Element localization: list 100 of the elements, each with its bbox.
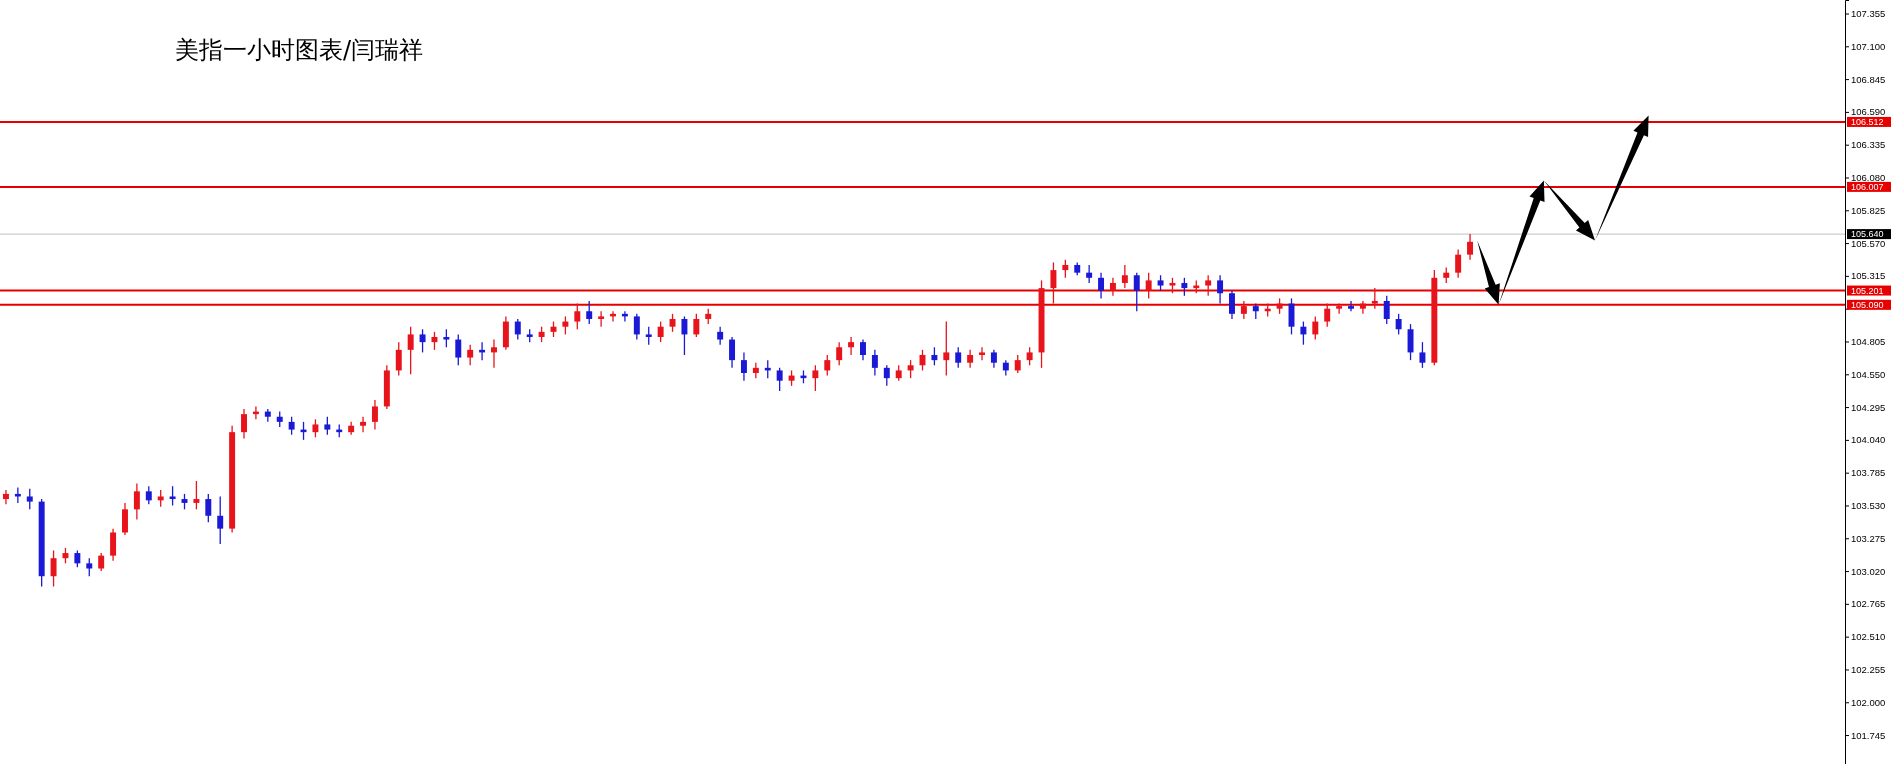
candlestick — [419, 328, 426, 354]
candlestick — [1145, 272, 1152, 300]
y-tick-label: 104.295 — [1851, 401, 1886, 413]
candlestick — [2, 489, 9, 505]
candlestick — [717, 326, 724, 346]
y-tick-label: 103.785 — [1851, 467, 1886, 479]
candlestick — [455, 333, 462, 366]
candlestick — [1371, 287, 1378, 310]
candlestick — [1359, 300, 1366, 315]
candlestick — [288, 416, 295, 436]
candlestick — [967, 349, 974, 369]
candlestick — [110, 527, 117, 562]
candlestick — [1395, 313, 1402, 336]
y-tick-label: 106.845 — [1851, 73, 1886, 85]
y-tick-label: 104.805 — [1851, 336, 1886, 348]
text: 美指一小时图表/闫瑞祥 — [175, 36, 424, 64]
candlestick — [1217, 274, 1224, 305]
ref-line-label: 105.640 — [1851, 229, 1884, 240]
candlestick — [729, 336, 736, 369]
candlestick — [1300, 320, 1307, 346]
candlestick — [752, 362, 759, 379]
candlestick — [1312, 315, 1319, 341]
candlestick — [669, 313, 676, 333]
candlestick — [681, 315, 688, 356]
y-tick-label: 107.100 — [1851, 40, 1886, 52]
candlestick — [907, 359, 914, 379]
candlestick — [467, 344, 474, 366]
y-tick-label: 101.745 — [1851, 729, 1886, 741]
y-tick-label: 102.000 — [1851, 696, 1886, 708]
y-tick-label: 102.765 — [1851, 598, 1886, 610]
candlestick — [657, 320, 664, 343]
y-tick-label: 102.510 — [1851, 631, 1886, 643]
candlestick — [1336, 302, 1343, 315]
candlestick — [812, 364, 819, 392]
candlestick — [776, 367, 783, 392]
candlestick — [955, 346, 962, 369]
candlestick — [836, 341, 843, 366]
candlestick — [1014, 354, 1021, 374]
candlestick — [1026, 346, 1033, 366]
y-tick-label: 106.335 — [1851, 139, 1886, 151]
y-tick-label: 107.355 — [1851, 8, 1886, 20]
candlestick — [586, 300, 593, 325]
candlestick — [431, 331, 438, 351]
ref-line-label: 106.512 — [1851, 117, 1884, 128]
candlestick — [1229, 290, 1235, 320]
candlestick — [1419, 341, 1426, 369]
candlestick — [133, 482, 140, 521]
y-tick-label: 103.530 — [1851, 500, 1886, 512]
candlestick — [1050, 261, 1057, 305]
candlestick — [360, 416, 367, 433]
ref-line-label: 105.201 — [1851, 285, 1884, 296]
candlestick — [1467, 233, 1474, 261]
candlestick — [824, 354, 831, 377]
candlestick — [395, 341, 402, 377]
candlestick — [1455, 248, 1462, 279]
y-tick-label: 104.040 — [1851, 434, 1886, 446]
y-tick-label: 105.825 — [1851, 204, 1886, 216]
y-tick-label: 103.020 — [1851, 565, 1886, 577]
candlestick — [633, 313, 640, 341]
candlestick — [1205, 274, 1212, 297]
y-tick-label: 102.255 — [1851, 664, 1886, 675]
y-tick-label: 105.570 — [1851, 237, 1886, 249]
candlestick — [860, 338, 866, 361]
candlestick — [217, 495, 224, 545]
candlestick — [169, 485, 176, 507]
candlestick — [145, 485, 152, 505]
y-tick-label: 105.315 — [1851, 270, 1886, 282]
candlestick — [1181, 277, 1188, 297]
y-tick-label: 104.550 — [1851, 368, 1886, 380]
candlestick — [943, 320, 950, 377]
candlestick — [1098, 272, 1105, 300]
ref-line-label: 106.007 — [1851, 182, 1884, 193]
candlestick — [1348, 300, 1354, 312]
candlestick — [1133, 272, 1140, 312]
candlestick — [371, 399, 378, 431]
candlestick — [205, 493, 212, 523]
candlestick — [931, 346, 938, 366]
candlestick — [1324, 302, 1331, 328]
candlestick — [598, 310, 605, 328]
candlestick — [645, 326, 652, 346]
candlestick — [562, 315, 569, 336]
ref-line-label: 105.090 — [1851, 300, 1884, 311]
candlestick — [574, 302, 581, 330]
candlestick — [883, 364, 890, 387]
candlestick — [1109, 277, 1116, 297]
y-tick-label: 103.275 — [1851, 532, 1886, 544]
candlestick — [491, 338, 497, 369]
candlestick — [193, 480, 200, 510]
candlestick — [50, 549, 57, 588]
candlestick — [26, 488, 33, 510]
candlestick — [241, 408, 247, 440]
y-tick-label: 106.590 — [1851, 106, 1886, 118]
candlestick — [871, 349, 878, 377]
y-tick-label: 106.080 — [1851, 172, 1886, 184]
candlestick — [1240, 300, 1247, 320]
candlestick — [324, 416, 331, 436]
candlestick — [1086, 264, 1093, 284]
candlestick — [1062, 259, 1069, 279]
candlestick — [98, 552, 105, 572]
candlestick — [407, 326, 414, 375]
